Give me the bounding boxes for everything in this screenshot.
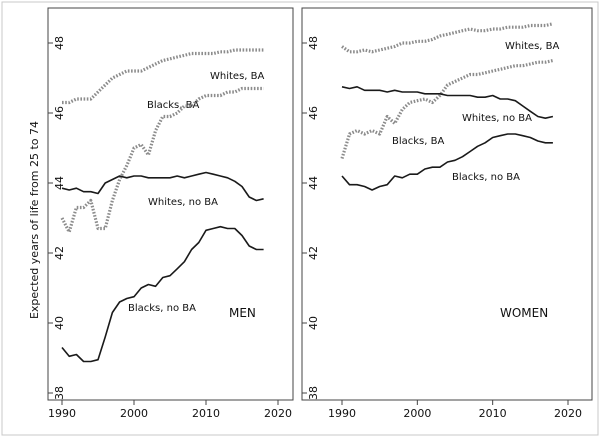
annotation-blacks-ba: Blacks, BA xyxy=(392,136,444,147)
x-tick-label: 2000 xyxy=(403,407,431,420)
y-tick-label: 42 xyxy=(307,246,320,260)
y-tick-label: 38 xyxy=(53,386,66,400)
x-tick-label: 2020 xyxy=(554,407,582,420)
x-tick-label: 2010 xyxy=(479,407,507,420)
series-line-blacks-no-ba xyxy=(341,133,553,191)
x-tick-label: 2000 xyxy=(120,407,148,420)
series-line-whites-ba xyxy=(62,48,264,105)
panel-frame xyxy=(301,7,593,401)
annotation-whites-no-ba: Whites, no BA xyxy=(462,113,532,124)
y-axis-label: Expected years of life from 25 to 74 xyxy=(28,121,41,319)
annotation-whites-ba: Whites, BA xyxy=(210,71,265,82)
panel-men: MEN Whites, BA Blacks, BA Whites, no BA … xyxy=(47,7,294,420)
series-line-whites-ba xyxy=(341,22,554,54)
series-line-whites-no-ba xyxy=(61,171,264,202)
panel-title-women: WOMEN xyxy=(500,306,548,320)
annotation-blacks-no-ba: Blacks, no BA xyxy=(128,303,196,314)
y-tick-label: 40 xyxy=(307,316,320,330)
annotation-whites-no-ba: Whites, no BA xyxy=(148,197,218,208)
y-tick-label: 46 xyxy=(307,106,320,120)
panel-frame xyxy=(47,7,294,401)
y-tick-label: 48 xyxy=(307,36,320,50)
y-tick-label: 44 xyxy=(53,176,66,190)
x-tick-label: 1990 xyxy=(328,407,356,420)
annotation-blacks-ba: Blacks, BA xyxy=(147,100,199,111)
y-tick-label: 42 xyxy=(53,246,66,260)
series-line-whites-no-ba xyxy=(341,86,554,119)
panel-women: WOMEN Whites, BA Blacks, BA Whites, no B… xyxy=(301,7,593,420)
panel-title-men: MEN xyxy=(229,306,256,320)
series-line-blacks-ba xyxy=(340,58,554,159)
y-tick-label: 44 xyxy=(307,176,320,190)
y-tick-label: 46 xyxy=(53,106,66,120)
x-tick-label: 1990 xyxy=(48,407,76,420)
series-line-blacks-ba xyxy=(60,86,264,234)
annotation-whites-ba: Whites, BA xyxy=(505,41,560,52)
y-tick-label: 40 xyxy=(53,316,66,330)
series-line-blacks-no-ba xyxy=(61,225,264,363)
y-tick-label: 48 xyxy=(53,36,66,50)
y-tick-label: 38 xyxy=(307,386,320,400)
annotation-blacks-no-ba: Blacks, no BA xyxy=(452,172,520,183)
x-tick-label: 2010 xyxy=(192,407,220,420)
x-tick-label: 2020 xyxy=(264,407,292,420)
